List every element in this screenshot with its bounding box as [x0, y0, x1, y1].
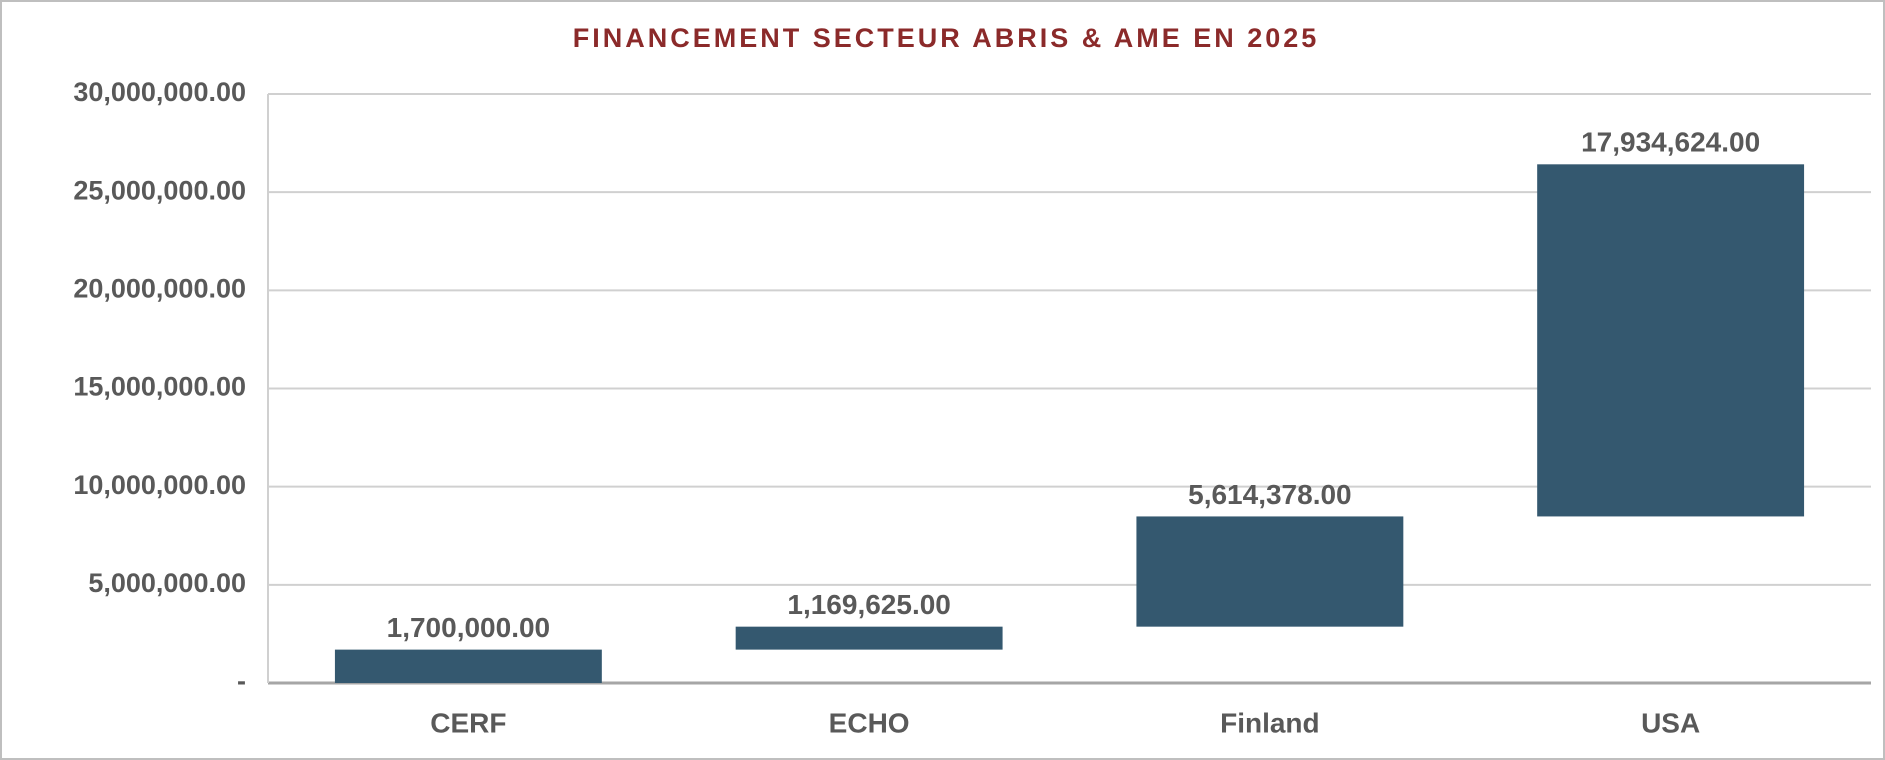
y-tick-label: 10,000,000.00 [73, 470, 246, 500]
x-tick-label: CERF [430, 707, 506, 738]
x-tick-label: ECHO [829, 707, 910, 738]
data-label: 1,169,625.00 [787, 589, 951, 620]
chart-title: FINANCEMENT SECTEUR ABRIS & AME EN 2025 [573, 23, 1320, 53]
y-tick-label: 30,000,000.00 [73, 77, 246, 107]
bar [1136, 516, 1404, 627]
bar [334, 649, 602, 683]
x-tick-label: Finland [1220, 707, 1320, 738]
y-tick-label: 25,000,000.00 [73, 175, 246, 205]
data-label: 1,700,000.00 [387, 612, 551, 643]
data-label: 5,614,378.00 [1188, 479, 1352, 510]
y-tick-label: 5,000,000.00 [88, 568, 246, 598]
y-tick-label: - [237, 666, 246, 696]
data-label: 17,934,624.00 [1581, 127, 1760, 158]
y-tick-label: 20,000,000.00 [73, 273, 246, 303]
y-tick-label: 15,000,000.00 [73, 372, 246, 402]
bar [735, 626, 1003, 650]
bar [1537, 164, 1805, 517]
x-tick-label: USA [1641, 707, 1700, 738]
